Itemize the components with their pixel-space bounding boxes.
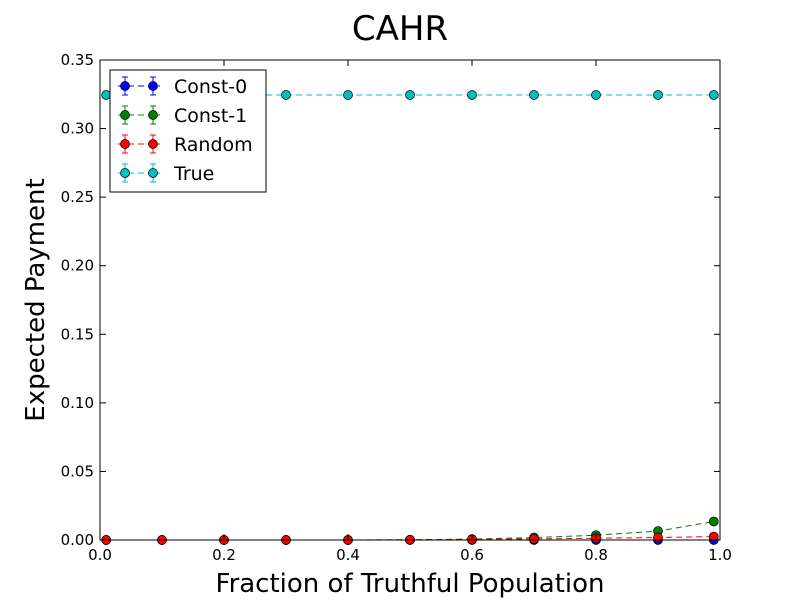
data-point-const-1 — [708, 516, 719, 527]
legend-box — [109, 69, 267, 193]
x-tick-label: 1.0 — [708, 546, 732, 564]
x-tick-label: 0.4 — [336, 546, 360, 564]
data-point-true — [405, 90, 415, 100]
legend-label: Const-1 — [174, 105, 247, 127]
legend-item-const-0: Const-0 — [118, 76, 247, 98]
legend-marker — [120, 139, 130, 149]
x-axis-title: Fraction of Truthful Population — [216, 569, 605, 599]
series-layer — [101, 90, 719, 545]
data-point-true — [708, 90, 719, 100]
plot-frame — [99, 59, 721, 541]
data-point-true — [101, 90, 112, 100]
y-tick-label: 0.10 — [61, 394, 94, 412]
data-point-true — [529, 90, 539, 100]
data-point-true — [591, 90, 601, 100]
x-tick-label: 0.0 — [88, 546, 112, 564]
legend-marker — [120, 168, 130, 178]
y-axis-title: Expected Payment — [21, 178, 51, 421]
legend-item-random: Random — [118, 134, 253, 156]
data-point-random — [653, 532, 663, 543]
data-point-random — [529, 534, 539, 544]
ticks-layer: 0.0 0.2 0.4 0.6 0.8 1.0 0.00 0.05 0.10 0.15 0.20 0.… — [61, 51, 732, 564]
y-tick-label: 0.05 — [61, 462, 94, 480]
legend-marker — [148, 139, 158, 149]
chart-title: CAHR — [352, 9, 448, 49]
data-point-true — [653, 90, 663, 100]
data-point-true — [467, 90, 477, 100]
legend: Const-0 Const-1 Random True — [109, 69, 267, 193]
data-point-true — [343, 90, 353, 100]
y-tick-label: 0.20 — [61, 257, 94, 275]
legend-marker — [120, 110, 130, 120]
legend-item-const-1: Const-1 — [118, 105, 247, 127]
y-tick-label: 0.25 — [61, 188, 94, 206]
y-tick-label: 0.00 — [61, 531, 94, 549]
legend-label: True — [173, 163, 214, 185]
legend-marker — [148, 168, 158, 178]
legend-marker — [148, 110, 158, 120]
x-tick-label: 0.6 — [460, 546, 484, 564]
data-point-random — [708, 531, 719, 542]
legend-marker — [120, 81, 130, 91]
x-tick-label: 0.8 — [584, 546, 608, 564]
x-tick-label: 0.2 — [212, 546, 236, 564]
legend-label: Random — [174, 134, 253, 156]
y-tick-label: 0.30 — [61, 120, 94, 138]
legend-label: Const-0 — [174, 76, 247, 98]
y-tick-label: 0.35 — [61, 51, 94, 69]
data-point-true — [281, 90, 291, 100]
y-tick-label: 0.15 — [61, 325, 94, 343]
legend-marker — [148, 81, 158, 91]
legend-item-true: True — [118, 163, 214, 185]
